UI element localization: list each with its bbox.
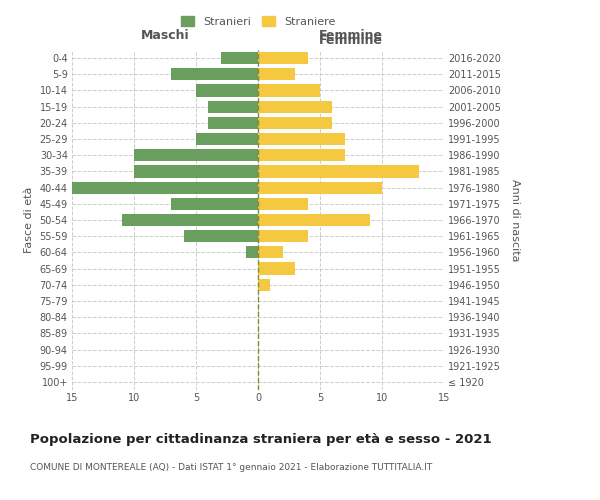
Y-axis label: Fasce di età: Fasce di età <box>24 187 34 253</box>
Bar <box>245 246 258 258</box>
Bar <box>258 52 308 64</box>
Bar <box>221 52 258 64</box>
Bar <box>258 100 332 112</box>
Bar <box>171 198 258 210</box>
Bar <box>258 278 271 291</box>
Text: Popolazione per cittadinanza straniera per età e sesso - 2021: Popolazione per cittadinanza straniera p… <box>30 432 491 446</box>
Bar <box>258 214 370 226</box>
Bar <box>258 133 345 145</box>
Bar <box>208 100 258 112</box>
Bar <box>258 84 320 96</box>
Text: Femmine: Femmine <box>319 28 383 42</box>
Bar <box>196 84 258 96</box>
Bar <box>258 246 283 258</box>
Legend: Stranieri, Straniere: Stranieri, Straniere <box>177 13 339 30</box>
Bar <box>196 133 258 145</box>
Bar <box>171 68 258 80</box>
Text: Maschi: Maschi <box>140 28 190 42</box>
Bar <box>258 182 382 194</box>
Bar <box>208 117 258 129</box>
Bar <box>258 262 295 274</box>
Bar <box>122 214 258 226</box>
Bar <box>258 68 295 80</box>
Bar <box>134 166 258 177</box>
Bar <box>258 230 308 242</box>
Bar <box>258 198 308 210</box>
Bar <box>184 230 258 242</box>
Bar <box>258 117 332 129</box>
Bar <box>72 182 258 194</box>
Text: COMUNE DI MONTEREALE (AQ) - Dati ISTAT 1° gennaio 2021 - Elaborazione TUTTITALIA: COMUNE DI MONTEREALE (AQ) - Dati ISTAT 1… <box>30 463 432 472</box>
Text: Femmine: Femmine <box>319 34 383 46</box>
Bar <box>134 149 258 162</box>
Bar <box>258 166 419 177</box>
Y-axis label: Anni di nascita: Anni di nascita <box>511 179 520 261</box>
Bar <box>258 149 345 162</box>
